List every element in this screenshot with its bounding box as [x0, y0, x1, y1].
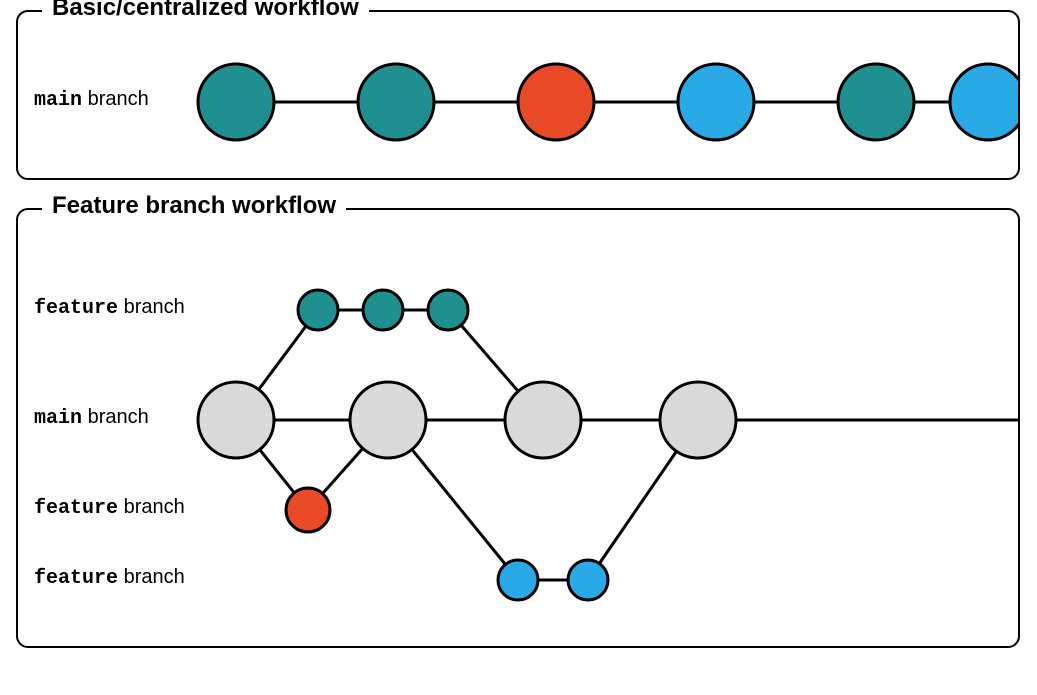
diagram-basic: [18, 12, 1018, 178]
commit-node: [505, 382, 581, 458]
commit-node: [350, 382, 426, 458]
commit-node: [358, 64, 434, 140]
branch-name: feature: [34, 567, 118, 590]
branch-suffix: branch: [118, 496, 185, 518]
branch-label-feature-top: feature branch: [34, 296, 185, 320]
commit-node: [838, 64, 914, 140]
branch-name: feature: [34, 497, 118, 520]
commit-node: [678, 64, 754, 140]
branch-label-feature-bottom: feature branch: [34, 566, 185, 590]
commit-node: [198, 64, 274, 140]
commit-node: [286, 488, 330, 532]
branch-suffix: branch: [82, 406, 149, 428]
page: Basic/centralized workflow main branch F…: [0, 0, 1037, 695]
branch-suffix: branch: [118, 296, 185, 318]
branch-label-main-2: main branch: [34, 406, 149, 430]
panel-title-feature: Feature branch workflow: [42, 192, 346, 220]
branch-name: main: [34, 89, 82, 112]
commit-node: [198, 382, 274, 458]
commit-node: [518, 64, 594, 140]
panel-basic-workflow: Basic/centralized workflow main branch: [16, 10, 1020, 180]
branch-name: main: [34, 407, 82, 430]
branch-label-main-1: main branch: [34, 88, 149, 112]
commit-node: [660, 382, 736, 458]
branch-suffix: branch: [118, 566, 185, 588]
panel-title-basic: Basic/centralized workflow: [42, 0, 369, 22]
commit-node: [568, 560, 608, 600]
branch-name: feature: [34, 297, 118, 320]
commit-node: [428, 290, 468, 330]
commit-node: [498, 560, 538, 600]
panel-feature-workflow: Feature branch workflow feature branch m…: [16, 208, 1020, 648]
commit-node: [363, 290, 403, 330]
branch-suffix: branch: [82, 88, 149, 110]
branch-label-feature-mid: feature branch: [34, 496, 185, 520]
commit-node: [950, 64, 1018, 140]
commit-node: [298, 290, 338, 330]
